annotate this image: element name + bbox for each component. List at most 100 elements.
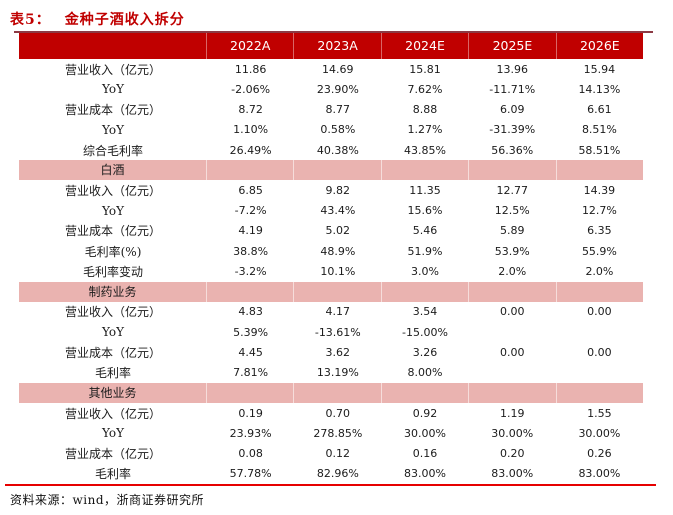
row-value: 14.39: [583, 184, 616, 198]
row-value: -7.2%: [234, 204, 267, 218]
section-blank-cell: [469, 281, 557, 302]
row-value: -2.06%: [231, 82, 271, 96]
table-row: 营业成本（亿元） 4.45 3.62 3.26 0.00 0.00: [19, 342, 643, 362]
table-row: YoY 5.39% -13.61% -15.00%: [19, 322, 643, 342]
row-value: 12.77: [496, 184, 528, 198]
row-value: 15.81: [409, 62, 441, 76]
column-header-blank: [19, 33, 207, 59]
row-value: 2.0%: [498, 264, 527, 278]
row-value: 48.9%: [320, 244, 356, 258]
table-title: 表5： 金种子酒收入拆分: [10, 9, 185, 29]
row-value: 4.19: [238, 224, 263, 238]
row-label: 营业成本（亿元）: [64, 103, 161, 118]
table-row: 营业收入（亿元） 11.86 14.69 15.81 13.96 15.94: [19, 59, 643, 79]
section-blank-cell: [469, 382, 557, 403]
row-value: 9.82: [325, 184, 351, 198]
section-name: 其他业务: [19, 382, 207, 403]
table-bottom-rule: [5, 484, 656, 486]
row-value: 51.9%: [407, 244, 443, 258]
section-name: 白酒: [19, 160, 207, 181]
section-blank-cell: [207, 281, 295, 302]
row-label: YoY: [101, 122, 125, 137]
row-value: 0.00: [587, 345, 612, 359]
table-row: YoY -2.06% 23.90% 7.62% -11.71% 14.13%: [19, 79, 643, 99]
section-blank-cell: [469, 160, 557, 181]
row-value: 5.89: [499, 224, 525, 238]
table-row: 毛利率变动 -3.2% 10.1% 3.0% 2.0% 2.0%: [19, 261, 643, 281]
row-value: 6.09: [499, 103, 525, 117]
row-value: 12.5%: [494, 204, 530, 218]
row-value: -13.61%: [314, 325, 361, 339]
row-value: 43.4%: [320, 204, 356, 218]
table-row: YoY 1.10% 0.58% 1.27% -31.39% 8.51%: [19, 120, 643, 140]
row-label: 毛利率变动: [82, 264, 143, 279]
table-top-rule: [14, 31, 653, 33]
table-row: 营业收入（亿元） 0.19 0.70 0.92 1.19 1.55: [19, 403, 643, 423]
row-value: 0.00: [499, 345, 525, 359]
section-header-row: 制药业务: [19, 281, 643, 302]
row-value: 3.26: [412, 345, 438, 359]
row-value: 83.00%: [578, 467, 621, 481]
row-value: 7.81%: [233, 366, 269, 380]
row-value: 38.8%: [233, 244, 269, 258]
row-value: 56.36%: [491, 143, 534, 157]
section-blank-cell: [557, 383, 643, 403]
row-value: 8.77: [325, 103, 351, 117]
row-value: 1.19: [499, 406, 525, 420]
row-value: 0.26: [587, 447, 612, 461]
row-value: 6.61: [587, 103, 612, 117]
table-row: 营业收入（亿元） 6.85 9.82 11.35 12.77 14.39: [19, 180, 643, 200]
row-value: 30.00%: [404, 426, 446, 440]
row-value: 8.72: [238, 103, 263, 117]
row-value: 3.54: [412, 305, 438, 319]
row-label: 营业收入（亿元）: [64, 406, 161, 421]
table-row: YoY -7.2% 43.4% 15.6% 12.5% 12.7%: [19, 201, 643, 221]
row-value: 4.45: [238, 345, 263, 359]
row-value: 26.49%: [229, 143, 272, 157]
row-value: 83.00%: [491, 467, 534, 481]
row-value: 8.51%: [581, 123, 617, 137]
column-header-2026E: 2026E: [579, 38, 620, 53]
row-value: 0.19: [238, 406, 263, 420]
row-label: 毛利率: [94, 467, 131, 482]
row-value: 83.00%: [404, 467, 446, 481]
revenue-breakdown-table: 2022A 2023A 2024E 2025E 2026E 营业收入（亿元） 11…: [19, 33, 643, 484]
row-value: 13.96: [496, 62, 528, 76]
row-value: 14.13%: [578, 82, 621, 96]
section-blank-cell: [294, 281, 382, 302]
row-value: 30.00%: [578, 426, 621, 440]
row-label: 营业成本（亿元）: [64, 447, 161, 462]
row-value: 6.85: [238, 184, 263, 198]
row-value: 4.17: [325, 305, 351, 319]
row-value: 278.85%: [313, 426, 363, 440]
row-value: 0.12: [325, 447, 351, 461]
row-value: 8.00%: [407, 366, 443, 380]
row-value: 55.9%: [581, 244, 617, 258]
row-value: 11.86: [234, 62, 267, 76]
row-value: 2.0%: [585, 264, 614, 278]
row-label: 营业收入（亿元）: [64, 184, 161, 199]
row-label: 毛利率: [94, 366, 131, 381]
table-row: 毛利率 57.78% 82.96% 83.00% 83.00% 83.00%: [19, 464, 643, 484]
section-blank-cell: [207, 382, 295, 403]
row-value: 14.69: [322, 62, 354, 76]
row-label: YoY: [101, 82, 125, 97]
column-header-2023A: 2023A: [294, 33, 382, 59]
source-note: 资料来源：wind，浙商证券研究所: [10, 493, 205, 507]
row-value: 15.6%: [407, 204, 443, 218]
table-body: 营业收入（亿元） 11.86 14.69 15.81 13.96 15.94 YoY -2.0…: [19, 59, 643, 484]
row-value: 58.51%: [578, 143, 621, 157]
row-label: 营业收入（亿元）: [64, 305, 161, 320]
row-value: 40.38%: [316, 143, 359, 157]
table-row: YoY 23.93% 278.85% 30.00% 30.00% 30.00%: [19, 423, 643, 443]
section-blank-cell: [382, 160, 470, 181]
row-value: 53.9%: [494, 244, 530, 258]
section-blank-cell: [557, 282, 643, 302]
row-value: 8.88: [412, 103, 438, 117]
table-row: 毛利率(%) 38.8% 48.9% 51.9% 53.9% 55.9%: [19, 241, 643, 261]
row-value: 0.92: [412, 406, 438, 420]
row-value: 0.58%: [320, 123, 356, 137]
row-value: 1.10%: [233, 123, 269, 137]
table-title-text: 金种子酒收入拆分: [64, 12, 185, 28]
column-header-2025E: 2025E: [469, 33, 557, 59]
